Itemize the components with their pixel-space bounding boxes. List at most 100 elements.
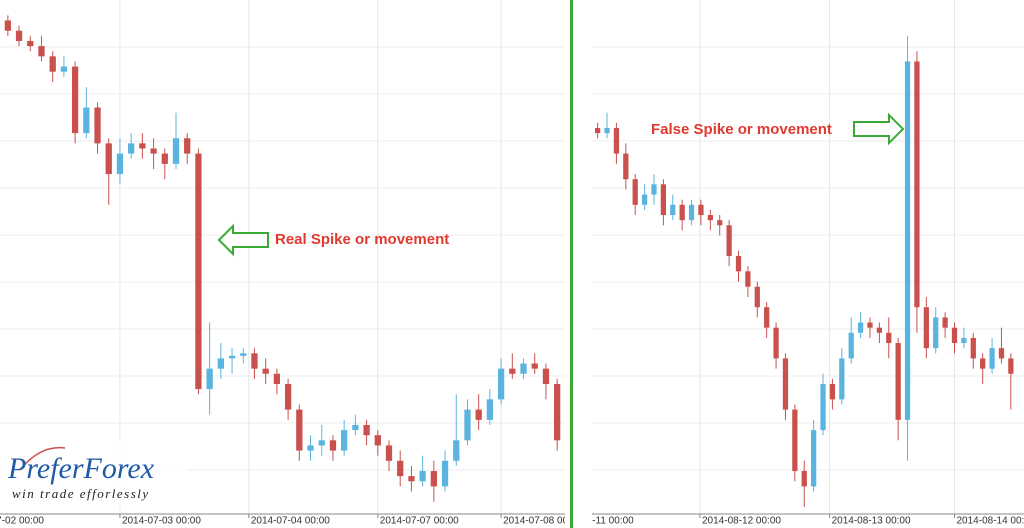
candle-body [27, 40, 34, 47]
candle-body [961, 337, 967, 344]
candle-body [670, 204, 676, 216]
candle-body [329, 440, 337, 451]
candle-body [240, 353, 247, 356]
candle-body [820, 384, 826, 431]
candle-body [273, 373, 281, 384]
candle-body [914, 61, 920, 308]
candle-body [419, 471, 426, 482]
candle-body [363, 424, 370, 436]
candle-body [554, 384, 561, 441]
x-tick-label: 2014-07-04 00:00 [251, 516, 330, 527]
right-panel: 2014-08-11 00:00 2014-08-12 00:00 2014-08-… [555, 0, 1024, 528]
candle-body [531, 363, 538, 369]
candle-body [923, 307, 929, 349]
candle-body [150, 148, 157, 154]
left-panel: 2014-07-02 00:00 2014-07-03 00:00 2014-07-… [0, 0, 582, 528]
candle-body [707, 215, 713, 221]
logo-tagline: win trade efforlessly [12, 486, 150, 501]
candle-body [83, 107, 90, 134]
divider [570, 0, 573, 528]
candle-body [509, 368, 516, 374]
candle-body [811, 430, 817, 487]
candle-body [942, 317, 948, 328]
candle-body [464, 409, 471, 441]
candle-body [318, 440, 325, 446]
candle-body [989, 348, 995, 369]
arrow-right [853, 112, 905, 146]
candle-body [980, 358, 986, 369]
candle-body [735, 256, 742, 272]
candle-body [717, 220, 723, 226]
arrow-left [217, 223, 269, 257]
candle-body [71, 66, 79, 134]
candle-body [341, 430, 348, 451]
candle-body [60, 66, 68, 72]
candle-body [604, 128, 610, 134]
candle-body [641, 194, 648, 205]
candle-body [660, 184, 667, 216]
x-tick-label: 2014-07-02 00:00 [0, 516, 44, 527]
candle-body [773, 327, 779, 359]
candle-body [542, 368, 550, 384]
candle-body [385, 445, 393, 461]
candle-body [679, 204, 685, 221]
candle-body [206, 368, 213, 390]
candle-body [408, 476, 415, 482]
candle-body [105, 143, 112, 175]
candle-body [116, 153, 124, 175]
candle-body [801, 471, 807, 487]
x-tick-label: 2014-08-13 00:00 [832, 516, 911, 527]
candle-body [688, 204, 695, 221]
candle-body [94, 107, 101, 144]
candle-body [172, 138, 180, 164]
candle-body [497, 368, 505, 400]
candle-body [782, 358, 789, 410]
candle-body [397, 460, 404, 477]
candle-body [430, 471, 437, 487]
x-tick-label: 2014-08-11 00:00 [555, 516, 634, 527]
candle-body [352, 424, 359, 431]
logo-bg [2, 440, 187, 506]
candle-body [745, 271, 751, 287]
candle-body [764, 307, 770, 328]
candle-body [623, 153, 629, 180]
x-tick-label: 2014-08-12 00:00 [702, 516, 781, 527]
annotation: False Spike or movement [651, 121, 832, 138]
candle-body [520, 363, 527, 374]
candle-body [441, 460, 449, 487]
candle-body [284, 384, 292, 410]
candle-body [161, 153, 168, 164]
candle-body [195, 153, 202, 390]
logo-name: PreferForex [7, 452, 155, 485]
candle-body [595, 128, 601, 134]
candle-body [970, 337, 976, 359]
logo: PreferForex win trade efforlessly [2, 440, 187, 506]
candle-body [698, 204, 704, 216]
x-tick-label: 2014-07-08 00:00 [503, 516, 582, 527]
candle-body [296, 409, 303, 451]
candle-body [998, 348, 1005, 359]
candle-body [38, 46, 45, 57]
x-axis-bg [0, 514, 565, 528]
candle-body [139, 143, 146, 149]
candle-body [829, 384, 836, 400]
candle-body [951, 327, 958, 344]
candle-body [792, 409, 798, 472]
candle-body [262, 368, 269, 374]
x-tick-label: 2014-07-07 00:00 [380, 516, 459, 527]
candle-body [217, 358, 224, 369]
candle-body [895, 343, 901, 420]
candle-body [251, 353, 258, 369]
candle-body [754, 286, 760, 308]
candle-body [726, 225, 732, 256]
candle-body [453, 440, 460, 461]
candle-body [904, 61, 911, 420]
candle-body [184, 138, 191, 154]
candle-body [4, 20, 11, 31]
candle-body [49, 56, 56, 72]
candle-body [886, 332, 892, 344]
candle-body [486, 399, 494, 420]
annotation: Real Spike or movement [275, 231, 449, 248]
